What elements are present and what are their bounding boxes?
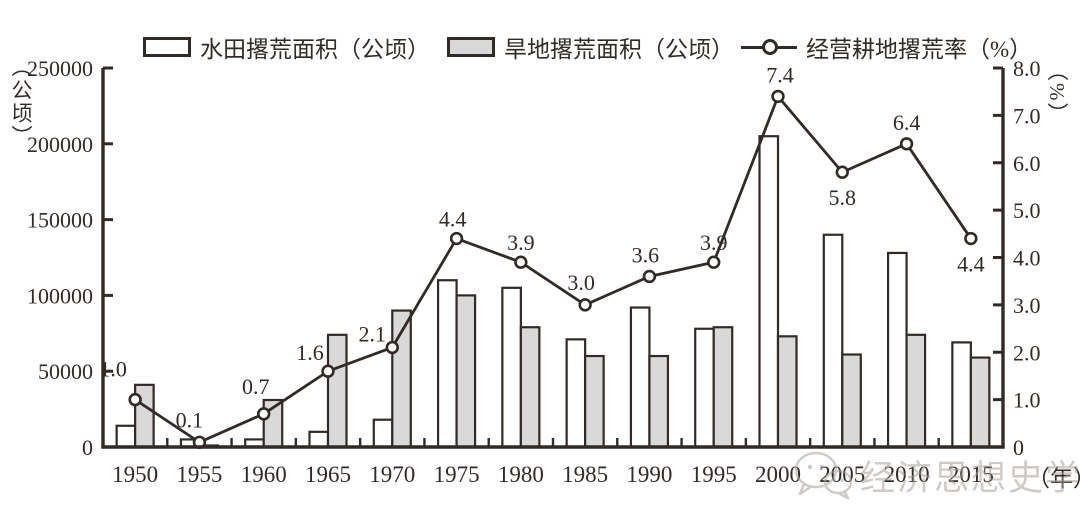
legend-label-abandonment-rate: 经营耕地撂荒率（%） (806, 37, 1033, 62)
rate-point-label: 5.8 (829, 185, 857, 210)
dryland-area-bar (326, 333, 348, 449)
x-axis-unit-label: （年） (1027, 466, 1080, 491)
right-axis-tick-label: 2.0 (1013, 340, 1041, 365)
year-label: 1955 (176, 462, 222, 487)
dryland-area-bar (776, 335, 798, 449)
rate-line-swatch-icon (741, 38, 797, 56)
rate-point-label: 0.7 (242, 374, 270, 399)
rate-point-marker (385, 340, 399, 355)
rate-point-marker (257, 407, 271, 421)
right-axis-tick-label: 0 (1013, 435, 1024, 460)
paddy-area-bar (501, 286, 522, 449)
rate-point-marker (835, 165, 849, 179)
rate-point-marker (707, 255, 721, 269)
rate-point-marker (514, 255, 528, 269)
year-label: 1995 (691, 462, 737, 487)
dryland-area-bar (584, 354, 605, 449)
legend: 水田撂荒面积（公顷） 旱地撂荒面积（公顷） 经营耕地撂荒率（%） (0, 0, 1080, 64)
rate-point-label: 1.6 (296, 340, 324, 365)
dryland-area-bar (519, 326, 541, 449)
year-label: 2000 (755, 462, 801, 487)
dryland-area-bar (905, 333, 927, 449)
year-label: 1980 (498, 462, 544, 487)
year-label: 1970 (369, 462, 415, 487)
paddy-area-bar (886, 251, 908, 449)
paddy-area-bar (822, 233, 844, 449)
paddy-area-bar (629, 306, 651, 449)
year-label: 1990 (626, 462, 672, 487)
year-label: 1960 (241, 462, 287, 487)
left-axis-tick-label: 150000 (27, 208, 93, 233)
rate-point-marker (899, 137, 914, 151)
dryland-area-bar (455, 294, 477, 449)
right-axis-tick-label: 3.0 (1013, 293, 1041, 318)
year-label: 1950 (112, 462, 158, 487)
left-axis-title: （公顷） (9, 56, 33, 148)
rate-point-label: 7.4 (766, 62, 794, 87)
rate-point-label: 2.1 (359, 322, 387, 347)
dryland-area-bar (969, 356, 991, 449)
dryland-area-bar (712, 326, 734, 449)
paddy-area-bar (565, 338, 587, 449)
year-label: 2010 (884, 462, 930, 487)
left-axis-tick-label: 250000 (27, 56, 93, 81)
legend-item-paddy-area: 水田撂荒面积（公顷） (143, 30, 430, 64)
left-axis-tick-label: 200000 (27, 132, 93, 157)
paddy-area-bar (951, 341, 972, 449)
left-axis-tick-label: 100000 (27, 283, 93, 308)
right-axis-tick-label: 8.0 (1013, 56, 1041, 81)
rate-point-marker (449, 231, 464, 246)
paddy-area-bar (694, 327, 715, 449)
dryland-area-bar (841, 353, 862, 449)
legend-label-dryland-area: 旱地撂荒面积（公顷） (504, 37, 734, 62)
dryland-bar-swatch-icon (447, 37, 495, 57)
year-label: 1975 (434, 462, 480, 487)
rate-point-label: 6.4 (893, 110, 921, 135)
right-axis-tick-label: 7.0 (1013, 103, 1041, 128)
right-axis-tick-label: 5.0 (1013, 198, 1041, 223)
year-label: 1965 (305, 462, 351, 487)
legend-label-paddy-area: 水田撂荒面积（公顷） (200, 37, 430, 62)
rate-point-marker (964, 231, 978, 246)
rate-point-label: 3.0 (567, 270, 595, 295)
right-axis-title: （%） (1045, 60, 1069, 126)
paddy-area-bar (372, 418, 394, 449)
dryland-area-bar (648, 354, 670, 449)
rate-point-marker (771, 89, 785, 104)
rate-point-label: 4.4 (957, 252, 985, 277)
rate-point-marker (642, 269, 657, 284)
right-axis-tick-label: 4.0 (1013, 246, 1041, 271)
left-axis-tick-label: 50000 (38, 359, 93, 384)
right-axis-tick-label: 6.0 (1013, 151, 1041, 176)
paddy-bar-swatch-icon (143, 37, 191, 57)
legend-item-abandonment-rate: 经营耕地撂荒率（%） (741, 30, 1032, 64)
legend-item-dryland-area: 旱地撂荒面积（公顷） (447, 30, 734, 64)
year-label: 1985 (562, 462, 608, 487)
paddy-area-bar (758, 135, 780, 449)
year-label: 2005 (819, 462, 865, 487)
rate-point-label: 3.6 (632, 242, 660, 267)
left-axis-tick-label: 0 (82, 435, 93, 460)
rate-point-label: 3.9 (700, 230, 728, 255)
paddy-area-bar (115, 424, 137, 449)
rate-point-marker (321, 364, 335, 378)
rate-point-label: 3.9 (507, 230, 535, 255)
rate-point-marker (578, 298, 592, 312)
paddy-area-bar (308, 430, 330, 449)
rate-point-marker (128, 392, 142, 407)
rate-point-label: 4.4 (439, 207, 467, 232)
abandonment-rate-line (134, 93, 973, 444)
rate-point-label: 0.1 (176, 407, 204, 432)
paddy-area-bar (436, 279, 458, 449)
year-label: 2015 (948, 462, 994, 487)
right-axis-tick-label: 1.0 (1013, 388, 1041, 413)
